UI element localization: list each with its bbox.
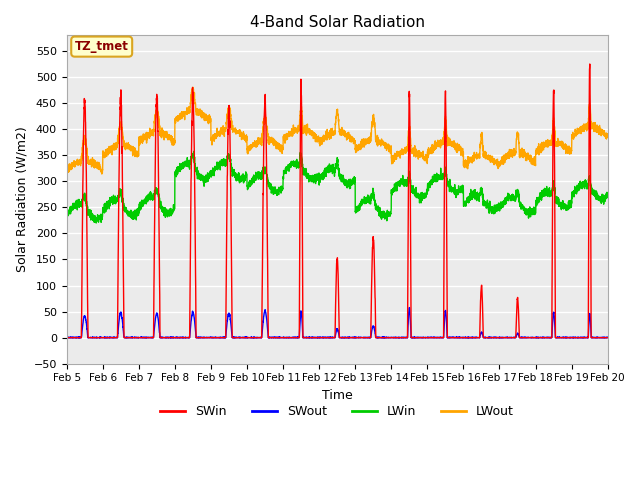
LWout <box>63 167 70 173</box>
Title: 4-Band Solar Radiation: 4-Band Solar Radiation <box>250 15 425 30</box>
SWout <box>490 335 497 340</box>
LWout <box>604 132 611 138</box>
SWout <box>604 335 612 340</box>
SWout <box>63 335 70 340</box>
Line: LWout: LWout <box>67 87 608 174</box>
SWin <box>160 335 168 340</box>
LWout <box>429 148 436 154</box>
LWout <box>189 84 196 90</box>
LWin <box>190 148 198 154</box>
LWout <box>160 131 168 137</box>
LWin <box>429 173 436 179</box>
SWout <box>160 335 168 340</box>
LWin <box>604 192 612 198</box>
X-axis label: Time: Time <box>322 389 353 402</box>
SWout <box>317 334 324 340</box>
SWout <box>406 305 413 311</box>
LWin <box>160 213 168 218</box>
LWout <box>604 133 612 139</box>
LWout <box>98 171 106 177</box>
Y-axis label: Solar Radiation (W/m2): Solar Radiation (W/m2) <box>15 127 28 273</box>
LWout <box>459 150 467 156</box>
SWin <box>586 61 594 67</box>
SWin <box>604 335 612 340</box>
LWin <box>490 205 497 211</box>
Line: SWin: SWin <box>67 64 608 337</box>
LWout <box>317 137 325 143</box>
SWout <box>429 335 436 340</box>
LWout <box>490 160 497 166</box>
Text: TZ_tmet: TZ_tmet <box>75 40 129 53</box>
Legend: SWin, SWout, LWin, LWout: SWin, SWout, LWin, LWout <box>156 400 519 423</box>
SWout <box>63 335 70 340</box>
LWin <box>604 195 611 201</box>
Line: SWout: SWout <box>67 308 608 337</box>
SWin <box>63 335 70 340</box>
SWin <box>604 335 611 340</box>
SWin <box>317 335 324 340</box>
LWin <box>92 220 100 226</box>
LWin <box>63 213 70 218</box>
LWin <box>459 182 467 188</box>
SWout <box>604 335 611 340</box>
SWin <box>458 335 466 340</box>
SWout <box>459 335 467 340</box>
SWin <box>428 335 436 340</box>
Line: LWin: LWin <box>67 151 608 223</box>
SWin <box>489 335 497 340</box>
LWin <box>317 176 325 181</box>
